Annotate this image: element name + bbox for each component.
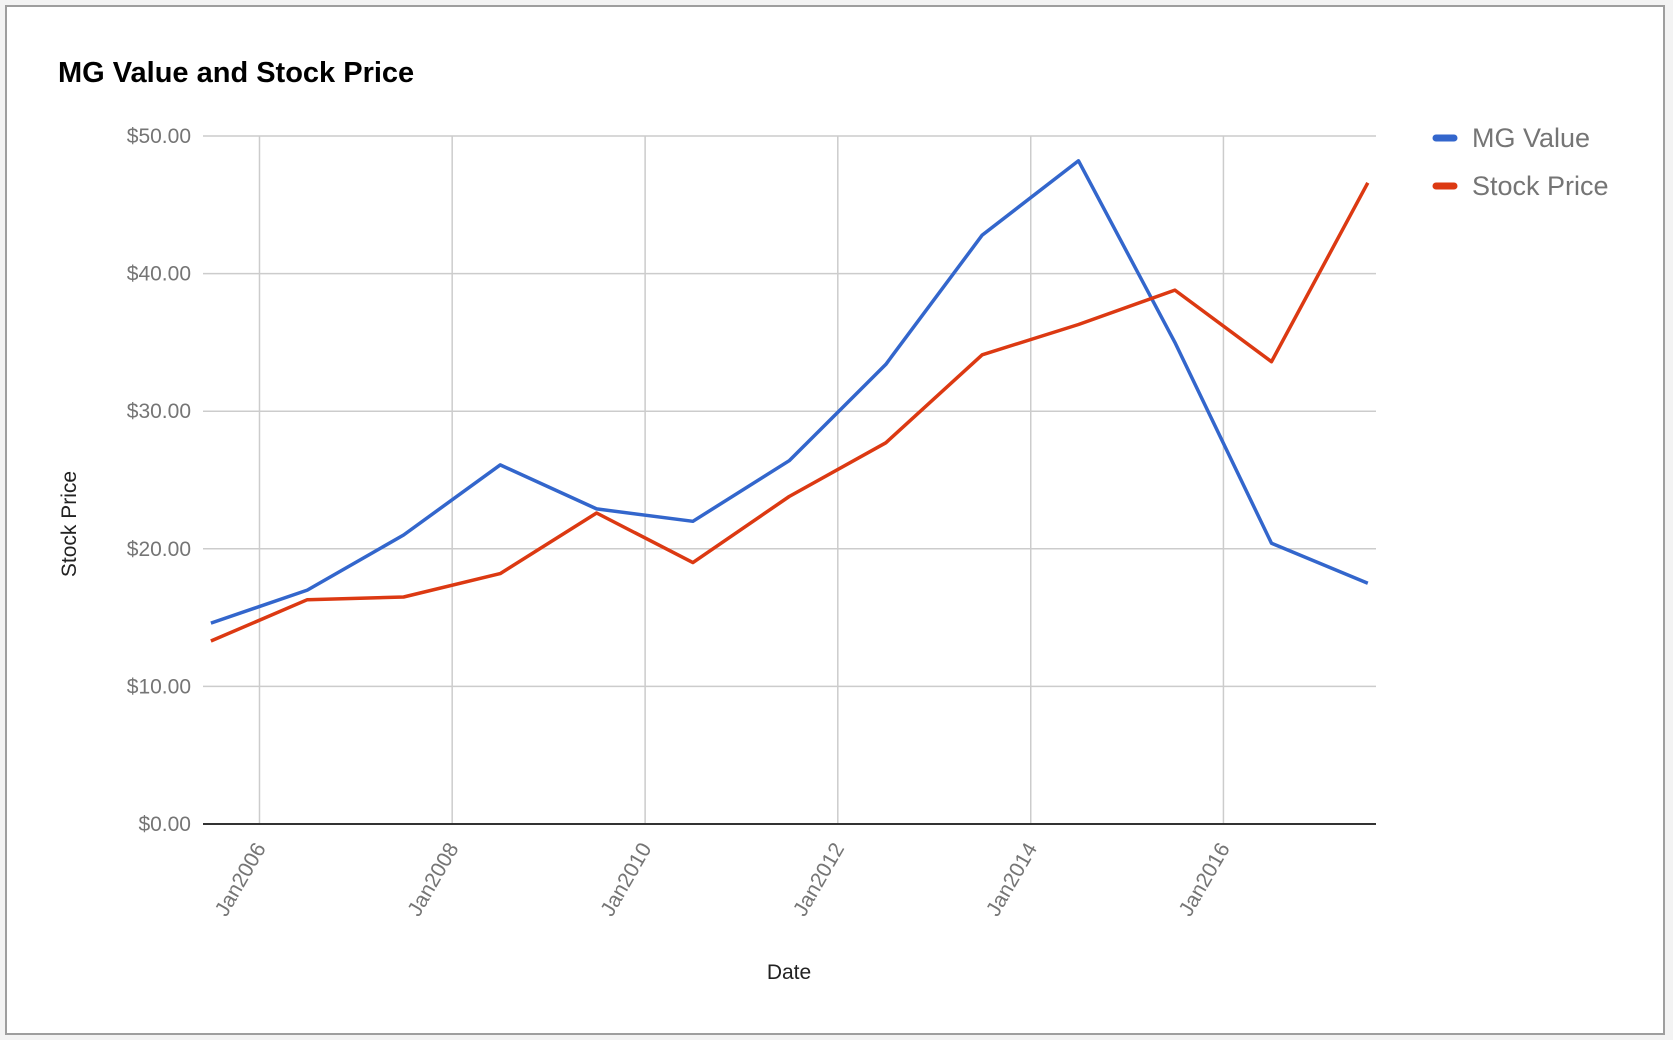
y-tick-label: $30.00 bbox=[127, 400, 191, 423]
x-tick-label: Jan2010 bbox=[596, 839, 656, 920]
y-tick-label: $40.00 bbox=[127, 263, 191, 286]
grid bbox=[203, 135, 1376, 824]
y-tick-label: $0.00 bbox=[138, 813, 191, 836]
series-line-stock-price bbox=[210, 181, 1370, 643]
x-tick-label: Jan2008 bbox=[403, 839, 463, 920]
chart-title: MG Value and Stock Price bbox=[58, 57, 414, 89]
x-axis-ticks: Jan2006 Jan2008 Jan2010 Jan2012 Jan2014 Jan20… bbox=[211, 839, 1235, 921]
x-tick-label: Jan2014 bbox=[982, 839, 1042, 921]
legend: MG Value Stock Price bbox=[1432, 123, 1609, 201]
legend-item-stock-price: Stock Price bbox=[1432, 171, 1609, 201]
legend-label: Stock Price bbox=[1472, 171, 1609, 201]
x-tick-label: Jan2006 bbox=[211, 839, 271, 920]
y-tick-label: $20.00 bbox=[127, 538, 191, 561]
x-tick-label: Jan2012 bbox=[789, 839, 849, 920]
series-line-mg-value bbox=[210, 159, 1369, 625]
chart-card[interactable] bbox=[5, 5, 1665, 1035]
y-axis-ticks: $0.00 $10.00 $20.00 $30.00 $40.00 $50.00 bbox=[127, 125, 191, 836]
legend-item-mg-value: MG Value bbox=[1432, 123, 1590, 153]
y-tick-label: $50.00 bbox=[127, 125, 191, 148]
y-axis-title: Stock Price bbox=[58, 471, 81, 577]
y-tick-label: $10.00 bbox=[127, 675, 191, 698]
x-axis-title: Date bbox=[767, 961, 811, 984]
x-tick-label: Jan2016 bbox=[1175, 839, 1235, 920]
legend-label: MG Value bbox=[1472, 123, 1590, 153]
series-lines bbox=[210, 159, 1370, 643]
